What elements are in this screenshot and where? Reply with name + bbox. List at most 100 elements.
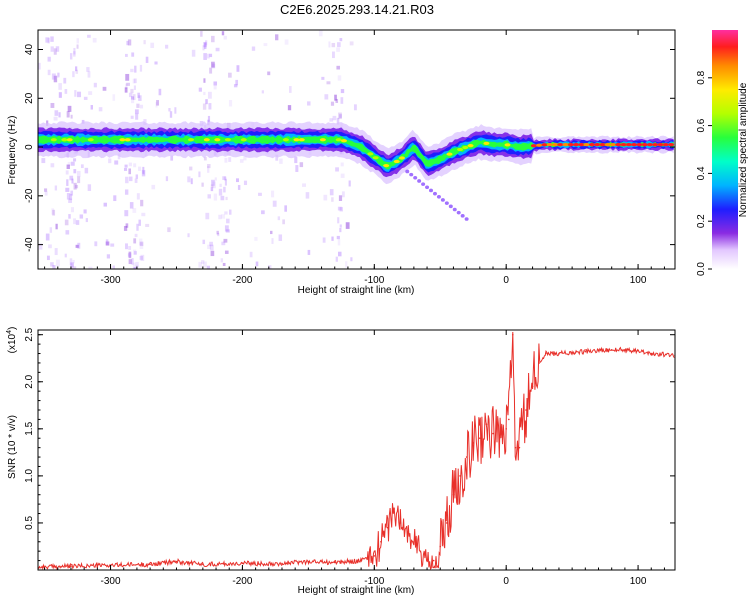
noise-speck — [224, 211, 228, 215]
noise-speck — [55, 259, 60, 267]
ridge-peak — [610, 143, 617, 147]
ridge-streak — [417, 179, 422, 183]
ridge-streak — [440, 198, 445, 202]
snr-point — [498, 437, 501, 440]
snr-point — [399, 522, 402, 524]
noise-speck — [287, 105, 292, 111]
noise-speck — [47, 69, 51, 76]
noise-speck — [73, 51, 76, 57]
noise-speck — [207, 166, 210, 173]
noise-speck — [133, 85, 136, 90]
noise-speck — [139, 104, 144, 109]
noise-speck — [235, 79, 239, 86]
ridge-peak — [87, 138, 94, 142]
noise-speck — [68, 214, 71, 219]
noise-speck — [131, 96, 135, 104]
noise-speck — [209, 67, 213, 74]
noise-speck — [139, 242, 144, 249]
noise-speck — [233, 84, 238, 88]
ridge-peak — [567, 143, 574, 147]
noise-speck — [209, 241, 213, 247]
snr-point — [544, 352, 547, 355]
snr-point — [439, 545, 442, 548]
noise-speck — [131, 52, 135, 57]
noise-speck — [133, 163, 137, 168]
noise-speck — [207, 115, 211, 122]
noise-speck — [282, 219, 285, 225]
noise-speck — [94, 241, 98, 247]
snr-point — [393, 508, 395, 510]
ridge-peak — [620, 143, 627, 147]
snr-point — [610, 348, 613, 351]
x-tick-label: -200 — [232, 275, 252, 286]
noise-speck — [205, 99, 208, 105]
ridge-peak — [536, 143, 543, 147]
noise-speck — [205, 212, 210, 220]
noise-speck — [224, 157, 228, 163]
noise-speck — [130, 115, 134, 119]
snr-point — [281, 562, 283, 565]
noise-speck — [87, 184, 92, 191]
noise-speck — [50, 262, 54, 267]
ridge-streak — [421, 182, 426, 186]
x-tick-label: 100 — [630, 576, 647, 587]
noise-speck — [75, 69, 79, 74]
snr-point — [380, 540, 382, 543]
noise-speck — [209, 53, 213, 58]
y-tick-label: 40 — [24, 44, 35, 56]
noise-speck — [134, 65, 137, 73]
noise-speck — [335, 256, 338, 262]
noise-speck — [267, 71, 271, 76]
noise-speck — [52, 265, 56, 269]
noise-speck — [305, 192, 310, 199]
noise-speck — [108, 158, 112, 164]
noise-speck — [125, 223, 129, 228]
ridge-peak — [340, 139, 347, 143]
snr-point — [485, 423, 488, 425]
noise-speck — [155, 102, 158, 108]
noise-speck — [255, 261, 259, 267]
noise-speck — [208, 103, 212, 110]
noise-speck — [145, 223, 150, 227]
snr-point — [426, 559, 428, 562]
noise-speck — [74, 90, 77, 97]
noise-speck — [214, 177, 217, 181]
noise-speck — [278, 234, 283, 241]
noise-speck — [135, 113, 139, 120]
noise-speck — [236, 178, 239, 183]
noise-speck — [138, 95, 142, 101]
x-tick-label: -100 — [364, 275, 384, 286]
noise-speck — [207, 53, 210, 59]
noise-speck — [66, 164, 70, 170]
noise-speck — [134, 178, 138, 183]
noise-speck — [261, 210, 265, 215]
noise-speck — [45, 37, 50, 43]
noise-speck — [142, 166, 145, 174]
figure-title: C2E6.2025.293.14.21.R03 — [280, 2, 434, 17]
noise-speck — [125, 53, 128, 57]
noise-speck — [299, 162, 304, 168]
noise-speck — [64, 219, 69, 226]
noise-speck — [58, 92, 62, 98]
snr-xlabel: Height of straight line (km) — [298, 585, 415, 596]
noise-speck — [50, 36, 54, 42]
noise-speck — [92, 37, 97, 43]
snr-point — [373, 555, 376, 557]
noise-speck — [275, 154, 279, 161]
snr-point — [508, 418, 510, 421]
noise-speck — [156, 100, 160, 106]
noise-speck — [338, 195, 343, 201]
noise-speck — [124, 164, 128, 168]
noise-speck — [41, 158, 46, 164]
snr-point — [584, 350, 587, 353]
noise-speck — [219, 183, 222, 188]
noise-speck — [75, 220, 80, 225]
noise-speck — [222, 262, 226, 266]
noise-speck — [75, 244, 79, 248]
noise-speck — [76, 38, 79, 44]
noise-speck — [66, 179, 69, 186]
noise-speck — [44, 191, 48, 196]
noise-speck — [209, 244, 214, 251]
noise-speck — [112, 265, 116, 269]
noise-speck — [70, 207, 75, 213]
